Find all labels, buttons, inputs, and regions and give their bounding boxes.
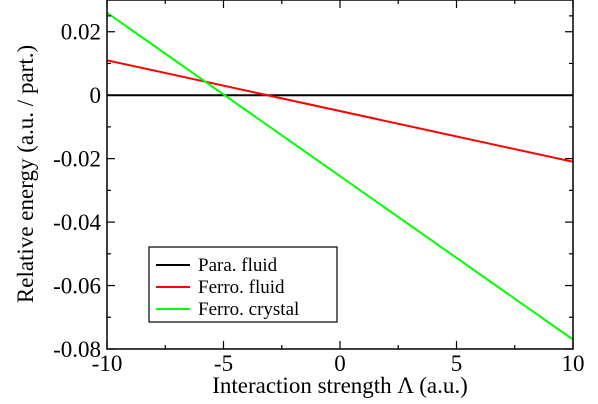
x-axis-label: Interaction strength Λ (a.u.) [212, 373, 468, 398]
y-tick-label: -0.04 [53, 210, 101, 235]
legend-label-0: Para. fluid [198, 255, 278, 276]
y-tick-label: 0.02 [61, 20, 101, 45]
ticks-layer: -10 -5 0 5 10 -0.08 -0.06 -0.04 -0.02 0 0.02 [53, 0, 585, 376]
x-tick-label: -10 [92, 351, 123, 376]
series-line-2 [107, 11, 573, 341]
legend-label-2: Ferro. crystal [198, 299, 299, 320]
y-axis-label: Relative energy (a.u. / part.) [13, 45, 38, 303]
y-tick-label: 0 [90, 83, 102, 108]
series-line-1 [107, 59, 573, 163]
y-tick-label: -0.06 [53, 274, 101, 299]
x-tick-label: 0 [334, 351, 346, 376]
legend-label-1: Ferro. fluid [198, 277, 285, 298]
series-layer [107, 11, 573, 341]
y-tick-label: -0.08 [53, 337, 101, 362]
x-tick-label: -5 [214, 351, 233, 376]
x-tick-label: 5 [451, 351, 463, 376]
x-tick-label: 10 [562, 351, 585, 376]
y-tick-label: -0.02 [53, 147, 101, 172]
